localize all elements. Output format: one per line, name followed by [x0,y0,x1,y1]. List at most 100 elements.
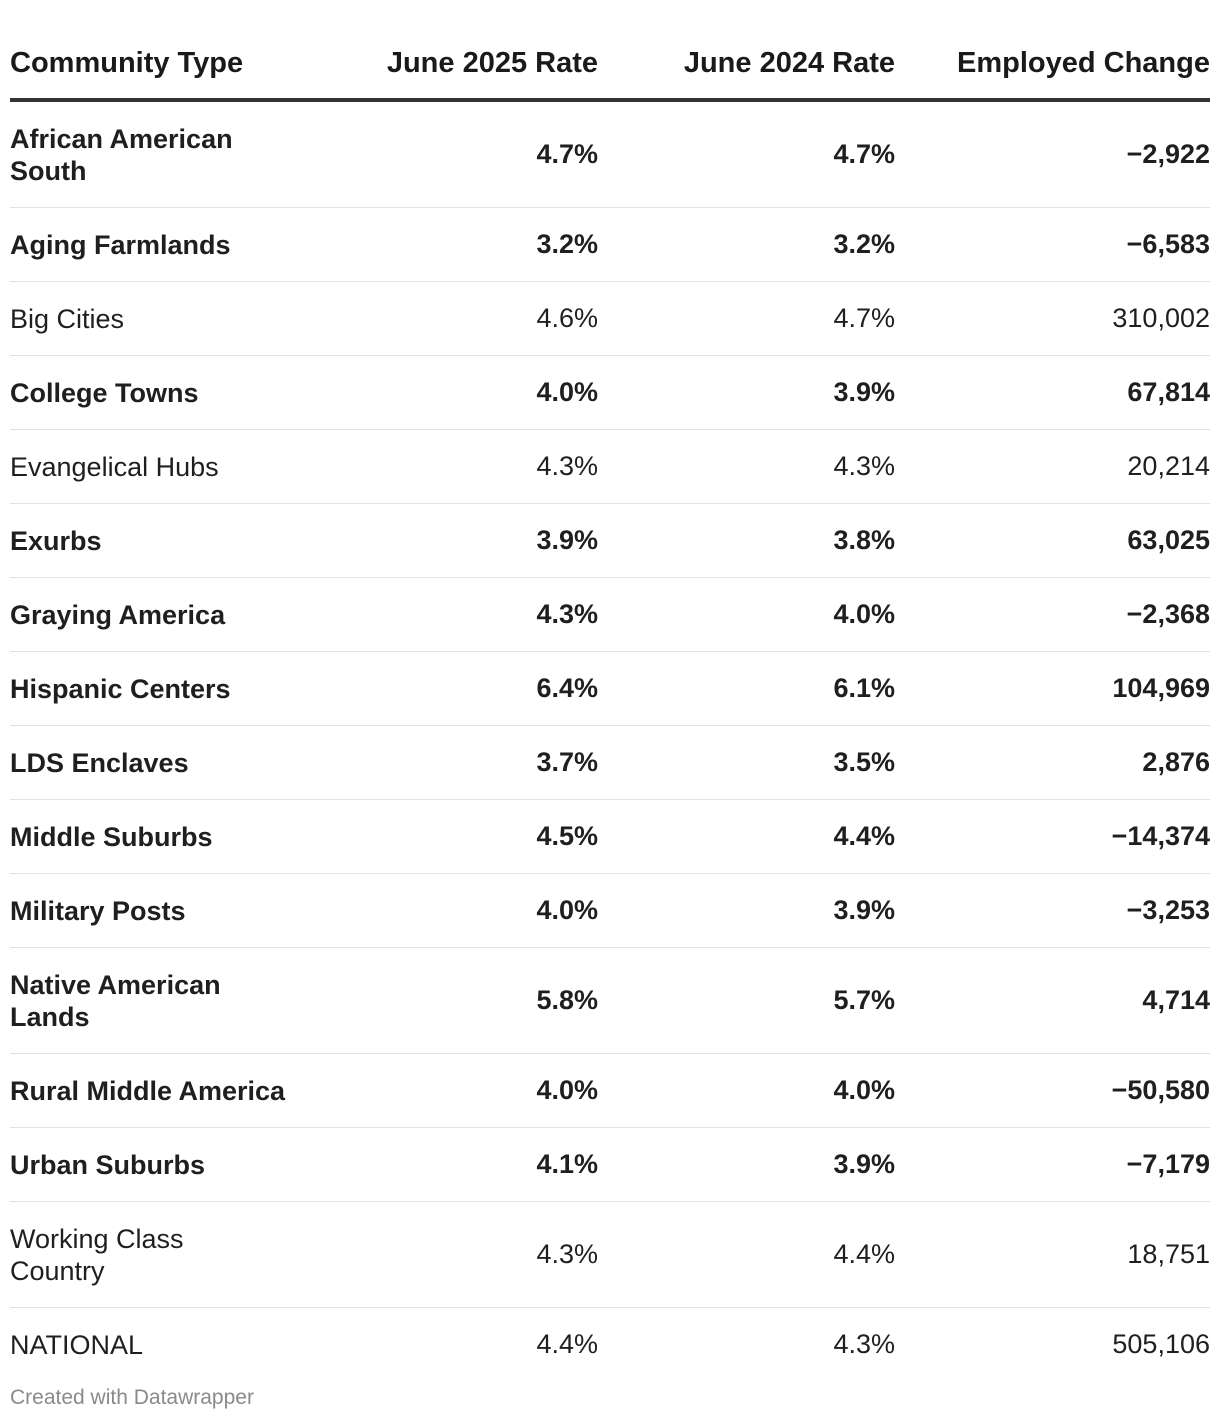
cell-community-type: Exurbs [10,503,330,578]
table-row: Aging Farmlands 3.2% 3.2% −6,583 [10,207,1210,282]
cell-june-2025-rate: 4.6% [330,281,598,356]
cell-employed-change: −7,179 [895,1127,1210,1202]
cell-june-2024-rate: 3.2% [598,207,895,282]
table-row: Hispanic Centers 6.4% 6.1% 104,969 [10,651,1210,726]
column-header-june-2025-rate[interactable]: June 2025 Rate [330,28,598,102]
cell-community-type: Aging Farmlands [10,207,330,282]
table-row: Evangelical Hubs 4.3% 4.3% 20,214 [10,429,1210,504]
cell-june-2024-rate: 4.3% [833,1329,895,1359]
cell-employed-change: 104,969 [895,651,1210,726]
cell-june-2025-rate: 4.7% [330,100,598,208]
cell-june-2024-rate: 4.0% [598,577,895,652]
cell-june-2025-rate: 3.7% [330,725,598,800]
cell-employed-change: −14,374 [895,799,1210,874]
cell-community-type: College Towns [10,355,330,430]
cell-june-2024-rate: 3.5% [598,725,895,800]
cell-june-2025-rate: 4.1% [330,1127,598,1202]
cell-community-type: African American South [10,100,330,208]
cell-june-2024-rate: 5.7% [598,947,895,1054]
community-label: College Towns [10,377,199,408]
table-row: NATIONAL 4.4% 4.3% 505,106 [10,1308,1210,1382]
cell-june-2024-rate: 4.3% [598,429,895,504]
cell-community-type: Evangelical Hubs [10,429,330,504]
table-row: Exurbs 3.9% 3.8% 63,025 [10,503,1210,578]
table-row: African American South 4.7% 4.7% −2,922 [10,100,1210,208]
cell-community-type: LDS Enclaves [10,725,330,800]
cell-community-type: Rural Middle America [10,1053,330,1128]
cell-employed-change: −6,583 [895,207,1210,282]
column-header-community-type[interactable]: Community Type [10,28,330,102]
community-label: NATIONAL [10,1329,144,1360]
community-label: Working Class Country [10,1223,184,1286]
table-row: LDS Enclaves 3.7% 3.5% 2,876 [10,725,1210,800]
cell-june-2024-rate: 3.8% [598,503,895,578]
cell-june-2024-rate: 4.0% [598,1053,895,1128]
cell-june-2025-rate: 4.3% [330,577,598,652]
cell-june-2025-rate: 4.3% [330,1201,598,1308]
cell-employed-change: 4,714 [895,947,1210,1054]
cell-community-type: Big Cities [10,281,330,356]
community-label: Aging Farmlands [10,229,231,260]
table-row: College Towns 4.0% 3.9% 67,814 [10,355,1210,430]
cell-community-type: Hispanic Centers [10,651,330,726]
table-row: Native American Lands 5.8% 5.7% 4,714 [10,947,1210,1054]
table-body: African American South 4.7% 4.7% −2,922 Agin… [10,100,1210,1381]
unemployment-table: Community Type June 2025 Rate June 2024 … [10,28,1210,1381]
table-row: Rural Middle America 4.0% 4.0% −50,580 [10,1053,1210,1128]
cell-june-2025-rate: 5.8% [330,947,598,1054]
cell-employed-change: −2,922 [895,100,1210,208]
cell-june-2025-rate: 4.0% [330,873,598,948]
cell-community-type: Working Class Country [10,1201,330,1308]
datawrapper-credit: Created with Datawrapper [10,1386,254,1409]
cell-june-2024-rate: 3.9% [598,355,895,430]
cell-june-2025-rate: 3.9% [330,503,598,578]
table-row: Working Class Country 4.3% 4.4% 18,751 [10,1201,1210,1308]
cell-june-2024-rate: 3.9% [598,873,895,948]
cell-june-2025-rate: 4.3% [330,429,598,504]
community-label: Native American Lands [10,969,221,1032]
cell-june-2024-rate: 4.4% [598,799,895,874]
cell-june-2025-rate: 4.4% [536,1329,598,1359]
cell-june-2024-rate: 4.4% [598,1201,895,1308]
community-label: Urban Suburbs [10,1149,206,1180]
cell-june-2024-rate: 4.7% [598,281,895,356]
community-label: Exurbs [10,525,102,556]
community-label: Rural Middle America [10,1075,286,1106]
cell-employed-change: 310,002 [895,281,1210,356]
community-label: Military Posts [10,895,186,926]
cell-june-2024-rate: 4.7% [598,100,895,208]
column-header-employed-change[interactable]: Employed Change [895,28,1210,102]
cell-employed-change: 18,751 [895,1201,1210,1308]
cell-june-2024-rate: 6.1% [598,651,895,726]
cell-employed-change: 20,214 [895,429,1210,504]
data-table-container: Community Type June 2025 Rate June 2024 … [10,28,1210,1381]
cell-june-2024-rate: 3.9% [598,1127,895,1202]
community-label: African American South [10,123,233,186]
cell-june-2025-rate: 6.4% [330,651,598,726]
cell-community-type: Middle Suburbs [10,799,330,874]
community-label: Graying America [10,599,226,630]
cell-employed-change: −50,580 [895,1053,1210,1128]
table-row: Middle Suburbs 4.5% 4.4% −14,374 [10,799,1210,874]
community-label: Hispanic Centers [10,673,231,704]
cell-community-type: Military Posts [10,873,330,948]
community-label: LDS Enclaves [10,747,189,778]
cell-june-2025-rate: 3.2% [330,207,598,282]
cell-community-type: NATIONAL [10,1308,330,1382]
cell-employed-change: 2,876 [895,725,1210,800]
cell-employed-change: 67,814 [895,355,1210,430]
community-label: Evangelical Hubs [10,451,219,482]
cell-employed-change: 505,106 [1112,1329,1210,1359]
header-row: Community Type June 2025 Rate June 2024 … [10,28,1210,102]
community-label: Big Cities [10,303,125,334]
cell-community-type: Urban Suburbs [10,1127,330,1202]
column-header-june-2024-rate[interactable]: June 2024 Rate [598,28,895,102]
table-row: Graying America 4.3% 4.0% −2,368 [10,577,1210,652]
cell-employed-change: −2,368 [895,577,1210,652]
cell-employed-change: −3,253 [895,873,1210,948]
cell-june-2025-rate: 4.0% [330,1053,598,1128]
table-row: Military Posts 4.0% 3.9% −3,253 [10,873,1210,948]
community-label: Middle Suburbs [10,821,213,852]
cell-community-type: Graying America [10,577,330,652]
table-row: Urban Suburbs 4.1% 3.9% −7,179 [10,1127,1210,1202]
